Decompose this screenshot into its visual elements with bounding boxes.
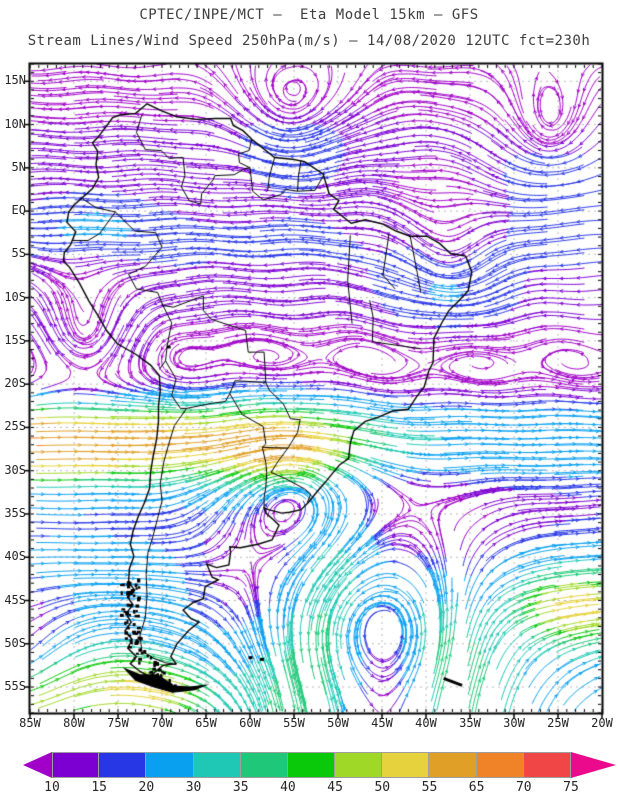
x-axis-label: 25W [547,716,569,730]
colorbar-tick-label: 35 [232,780,249,795]
colorbar-segment [523,752,571,778]
colorbar-tick-label: 15 [91,780,107,795]
y-axis-label: 20S [4,376,26,391]
colorbar-tick-label: 20 [138,780,155,795]
y-axis-label: 45S [4,592,26,607]
y-axis-label: 15S [4,332,26,347]
colorbar-left-arrow [23,752,52,778]
x-axis-label: 65W [195,716,217,730]
x-axis-label: 50W [327,716,349,730]
colorbar-tick-label: 70 [515,780,532,795]
y-axis-label: EQ [11,203,26,218]
chart-title: CPTEC/INPE/MCT – Eta Model 15km – GFS [139,7,479,23]
y-axis-label: 55S [4,679,26,694]
colorbar-right-arrow [571,752,616,778]
x-axis-label: 85W [19,716,41,730]
colorbar-segment [382,752,430,778]
colorbar-segment [240,752,288,778]
colorbar-segment [52,752,100,778]
colorbar-segment [99,752,147,778]
colorbar-segment [146,752,194,778]
x-axis-label: 75W [107,716,129,730]
colorbar-tick-label: 30 [185,780,202,795]
x-axis-label: 30W [503,716,525,730]
y-axis-label: 10N [4,116,26,131]
x-axis-label: 20W [591,716,613,730]
x-axis-label: 70W [151,716,173,730]
x-axis-label: 40W [415,716,437,730]
y-axis-label: 15N [4,73,26,88]
y-axis-label: 25S [4,419,26,434]
colorbar-tick-label: 55 [421,780,438,795]
y-axis-label: 30S [4,462,26,477]
colorbar-tick-label: 50 [374,780,391,795]
colorbar-segment [476,752,524,778]
x-axis-label: 55W [283,716,305,730]
chart-subtitle: Stream Lines/Wind Speed 250hPa(m/s) – 14… [27,33,591,49]
x-axis-label: 35W [459,716,481,730]
colorbar-tick-label: 75 [563,780,579,795]
y-axis-label: 10S [4,289,26,304]
x-axis-label: 60W [239,716,261,730]
y-axis-label: 5N [11,159,26,174]
y-axis-label: 40S [4,549,26,564]
y-axis-label: 50S [4,635,26,650]
colorbar-segment [193,752,241,778]
colorbar-tick-label: 45 [327,780,343,795]
y-axis-label: 5S [11,246,26,261]
colorbar-tick-label: 40 [280,780,296,795]
colorbar-tick-label: 10 [44,780,60,795]
x-axis-label: 80W [63,716,85,730]
colorbar-segment [335,752,383,778]
x-axis-label: 45W [371,716,393,730]
colorbar-segment [287,752,336,778]
y-axis-label: 35S [4,505,26,520]
colorbar-segment [429,752,477,778]
colorbar-tick-label: 65 [468,780,485,795]
